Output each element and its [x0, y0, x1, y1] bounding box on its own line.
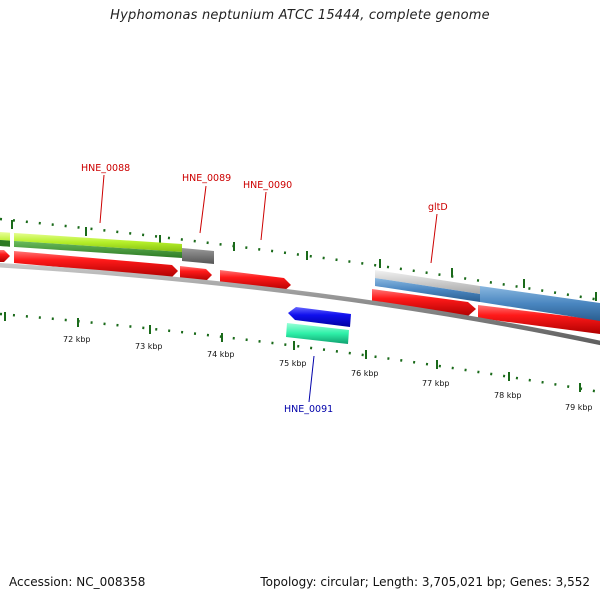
genome-summary-text: Topology: circular; Length: 3,705,021 bp…	[260, 575, 590, 589]
tick-label: 78 kbp	[494, 391, 522, 400]
cds-arrow	[220, 270, 291, 291]
tick-label: 76 kbp	[351, 369, 379, 378]
cds-arrow	[0, 250, 10, 262]
genome-backbone	[0, 263, 600, 346]
gene-label-hne-0090: HNE_0090	[243, 180, 292, 191]
cds-arrow	[478, 305, 600, 334]
cds-arrow	[180, 266, 212, 281]
inner-tick-ring	[0, 312, 600, 394]
label-leader	[430, 213, 438, 264]
label-leader	[260, 191, 267, 241]
gene-label-hne-0088: HNE_0088	[81, 163, 130, 174]
accession-text: Accession: NC_008358	[9, 575, 146, 589]
tick-label: 75 kbp	[279, 359, 307, 368]
forward-cds-arrows	[0, 250, 600, 334]
tick-label: 72 kbp	[63, 335, 91, 344]
genome-title: Hyphomonas neptunium ATCC 15444, complet…	[110, 8, 490, 23]
cds-arrow	[372, 289, 476, 316]
feature-band-green	[0, 232, 182, 258]
gene-label-hne-0091: HNE_0091	[284, 404, 333, 415]
gene-labels: HNE_0088 HNE_0089 HNE_0090 gltD HNE_0091	[81, 163, 448, 415]
outer-tick-ring	[0, 217, 600, 302]
gene-label-hne-0089: HNE_0089	[182, 173, 231, 184]
tick-label: 79 kbp	[565, 403, 593, 412]
label-leader	[99, 174, 105, 224]
label-leader	[199, 185, 207, 234]
tick-label: 77 kbp	[422, 379, 450, 388]
feature-band-gray	[182, 248, 214, 264]
tick-labels: 72 kbp 73 kbp 74 kbp 75 kbp 76 kbp 77 kb…	[63, 335, 593, 412]
gene-label-gltd: gltD	[428, 202, 448, 213]
label-leader	[308, 355, 315, 403]
feature-teal	[286, 323, 349, 344]
feature-band-steel	[375, 270, 600, 321]
cds-arrow	[14, 251, 178, 277]
tick-label: 74 kbp	[207, 350, 235, 359]
tick-label: 73 kbp	[135, 342, 163, 351]
reverse-cds-arrows	[286, 307, 351, 344]
cds-arrow	[288, 307, 351, 327]
